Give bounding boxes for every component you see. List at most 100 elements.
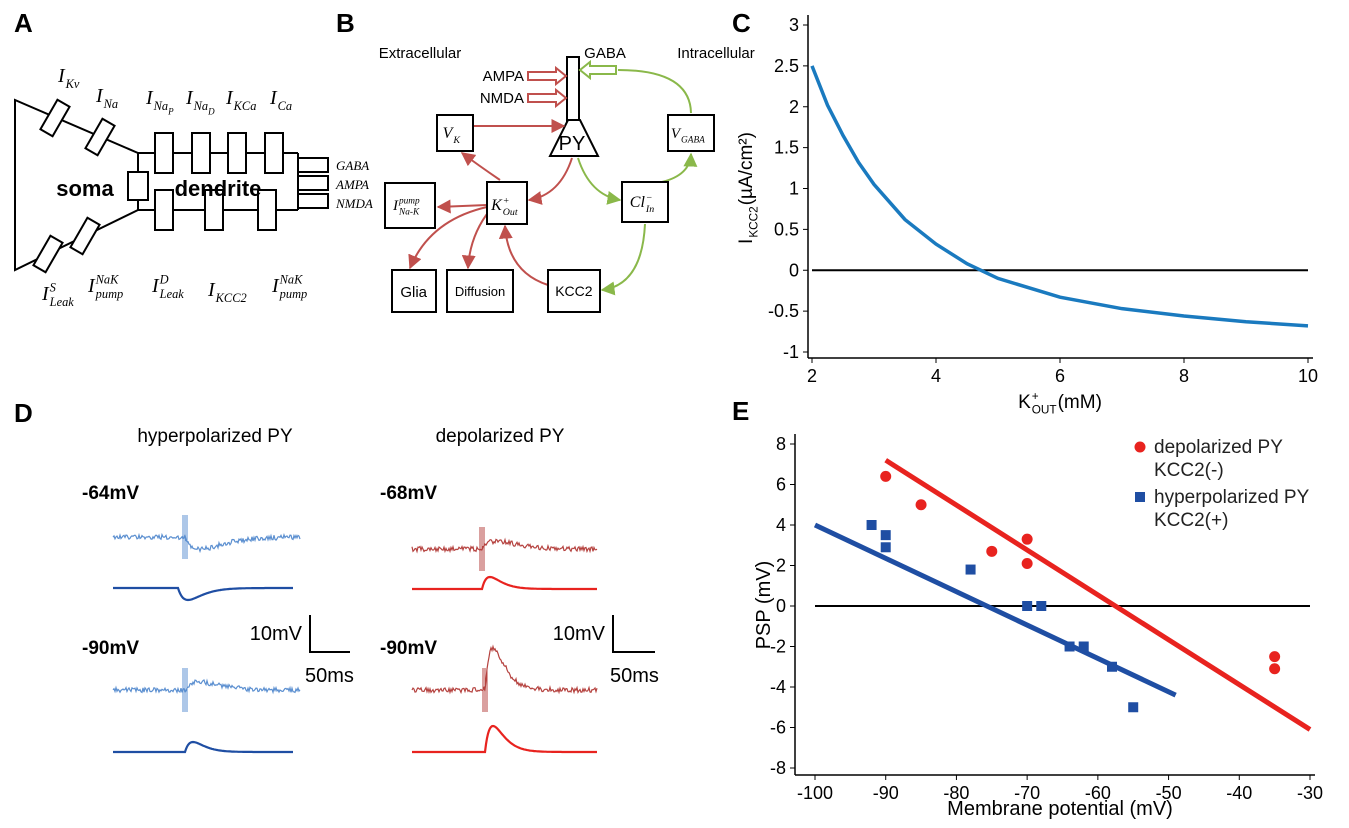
trace — [411, 644, 598, 695]
label: I Na P — [145, 87, 174, 116]
current-label: Kv — [65, 77, 80, 91]
label-parts: V GABA — [671, 126, 705, 146]
node-label: Glia — [400, 284, 427, 301]
scale-amplitude: 10mV — [553, 623, 606, 645]
label: I KCC2 — [207, 279, 247, 305]
node-label: In — [645, 204, 654, 215]
condition-label: depolarized PY — [436, 426, 565, 447]
current-label: KCa — [233, 99, 257, 113]
point — [986, 545, 998, 557]
x-tick-label: 4 — [931, 366, 941, 386]
fit-line — [884, 458, 1312, 732]
label-parts: I KCC2 — [207, 279, 247, 305]
x-tick-label: 6 — [1055, 366, 1065, 386]
node-label: K — [452, 135, 461, 146]
node-label: PY — [559, 133, 586, 155]
label: Glia — [400, 284, 427, 301]
x-tick-label: -80 — [943, 783, 969, 803]
y-tick-label: -1 — [783, 342, 799, 362]
point — [1022, 601, 1033, 611]
x-axis-label: K — [1018, 392, 1031, 413]
label: Cl −In — [630, 192, 654, 215]
node-label: Out — [503, 207, 518, 218]
current-label: Na — [103, 97, 118, 111]
current-label: I — [271, 275, 280, 297]
label: I Kv — [57, 65, 80, 91]
current-label: pump — [95, 287, 124, 301]
node-label: pump — [398, 197, 420, 207]
current-label: I — [185, 87, 194, 109]
y-tick-label: 0.5 — [774, 219, 799, 239]
y-tick-label: 6 — [776, 475, 786, 495]
label-parts: Cl −In — [630, 192, 654, 215]
y-tick-label: 3 — [789, 15, 799, 35]
y-axis-label: KCC2 — [748, 206, 761, 237]
compartment-label: soma — [56, 176, 114, 201]
point — [880, 470, 892, 482]
trace — [412, 575, 597, 591]
node-label: K — [490, 197, 503, 214]
y-axis-label: I — [736, 239, 757, 244]
y-tick-label: -4 — [770, 677, 786, 697]
x-tick-label: -40 — [1226, 783, 1252, 803]
node-label: + — [503, 195, 510, 206]
input-label: NMDA — [480, 90, 524, 107]
synapse-label: GABA — [336, 158, 369, 173]
region-label: Intracellular — [677, 45, 755, 62]
label: I Na D — [185, 87, 215, 116]
synapse-label: NMDA — [335, 196, 373, 211]
current-label: D — [159, 273, 169, 287]
point — [1064, 641, 1075, 652]
condition-label: hyperpolarized PY — [137, 426, 293, 447]
holding-potential: -90mV — [380, 638, 437, 659]
x-tick-label: -50 — [1156, 783, 1182, 803]
label: I Na — [95, 85, 118, 111]
y-tick-label: 4 — [776, 515, 786, 535]
legend-entry: hyperpolarized PY KCC2(+) — [1154, 487, 1310, 531]
y-tick-label: 1 — [789, 179, 799, 199]
y-axis-label: (µA/cm²) — [736, 132, 757, 205]
point — [1078, 641, 1089, 652]
neuron-model — [14, 98, 329, 274]
y-tick-label: 2.5 — [774, 56, 799, 76]
point — [880, 542, 891, 553]
label: V GABA — [671, 126, 705, 146]
panel-label: D — [14, 398, 33, 428]
point — [1036, 601, 1047, 611]
current-label: Leak — [159, 287, 185, 301]
node-label: I — [392, 198, 399, 214]
label-parts: K +Out — [490, 195, 518, 218]
label-parts: I Na D — [185, 87, 215, 116]
x-tick-label: 2 — [807, 366, 817, 386]
label-parts: I Ca — [269, 87, 292, 113]
node-label: Na-K — [398, 208, 420, 218]
y-tick-label: 2 — [776, 556, 786, 576]
trace — [113, 586, 293, 602]
label: K +Out — [490, 195, 518, 218]
point — [1269, 663, 1281, 675]
y-tick-label: 2 — [789, 97, 799, 117]
point — [866, 520, 877, 530]
node-label: KCC2 — [555, 283, 593, 299]
label-parts: I KCC2 (µA/cm²) — [736, 132, 761, 244]
point — [1107, 661, 1117, 672]
current-label: I — [207, 279, 216, 301]
legend-entry: depolarized PY KCC2(-) — [1154, 437, 1283, 481]
label: I KCC2 (µA/cm²) — [736, 132, 761, 244]
legend-marker — [1134, 441, 1146, 453]
trace — [411, 537, 598, 554]
current-label: pump — [279, 287, 308, 301]
label: I KCa — [225, 87, 256, 113]
label-parts: KCC2 — [555, 283, 593, 299]
current-label: KCC2 — [215, 291, 247, 305]
x-axis-label: + — [1032, 390, 1039, 403]
node-label: − — [646, 192, 653, 203]
current-label: Na — [153, 99, 168, 113]
